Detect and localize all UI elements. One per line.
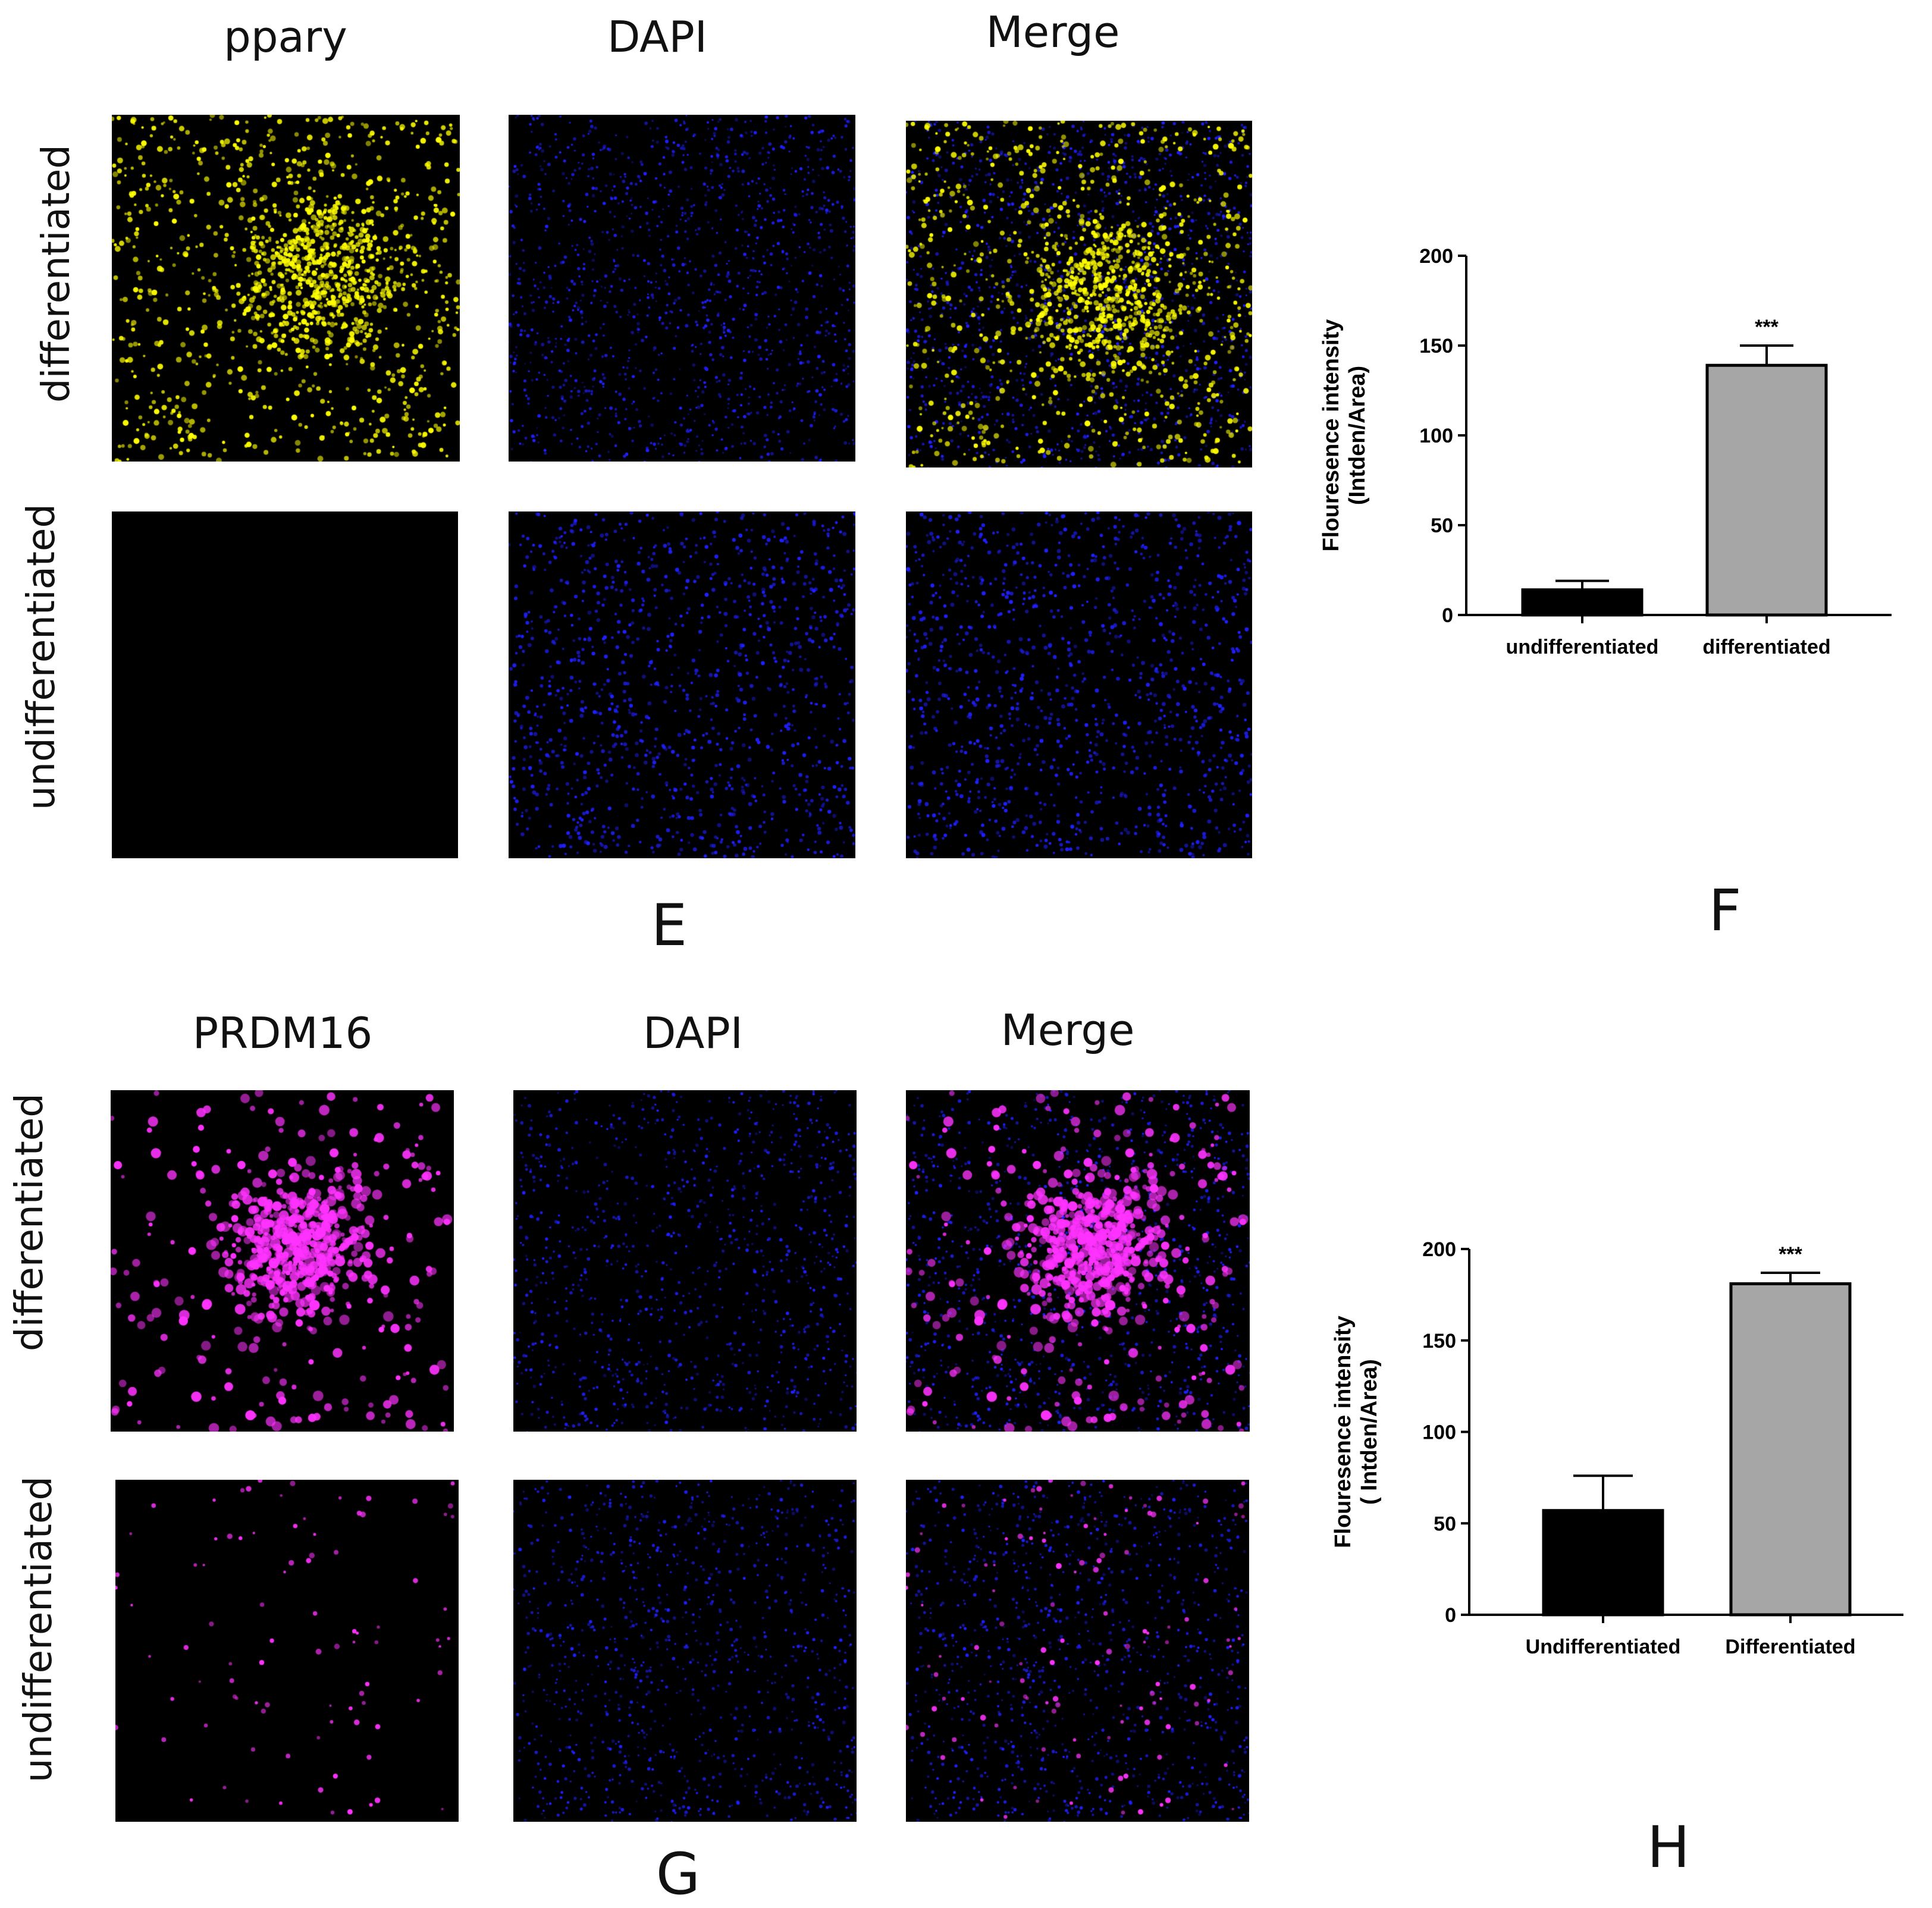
micrograph-dapi-differentiated — [509, 115, 855, 462]
x-tick-label: Differentiated — [1725, 1636, 1855, 1658]
column-title-dapi: DAPI — [607, 12, 708, 62]
row-label-differentiated: differentiated — [34, 145, 79, 403]
y-tick-label: 200 — [1419, 245, 1453, 268]
micrograph-merge-differentiated — [906, 121, 1252, 467]
y-tick-label: 100 — [1422, 1421, 1456, 1444]
significance-label: *** — [1755, 316, 1779, 338]
figure-letter-g: G — [656, 1841, 701, 1907]
row-label-differentiated-g: differentiated — [8, 1093, 52, 1351]
micrograph-ppary-undifferentiated — [112, 511, 458, 858]
micrograph-dapi-undifferentiated-g — [513, 1480, 857, 1822]
column-title-merge: Merge — [986, 7, 1120, 57]
bar-chart-h: 0 50 100 150 200 Flouresence intensity( Intde… — [1331, 1238, 1903, 1658]
figure-letter-e: E — [651, 892, 688, 959]
y-tick-label: 0 — [1442, 604, 1453, 627]
figure-letter-h: H — [1646, 1814, 1690, 1881]
figure-letter-f: F — [1708, 877, 1742, 944]
significance-label: *** — [1779, 1243, 1802, 1266]
micrograph-merge-differentiated-g — [906, 1090, 1250, 1432]
x-tick-label: differentiated — [1702, 636, 1830, 658]
y-tick-label: 150 — [1422, 1330, 1456, 1352]
y-tick-label: 100 — [1419, 425, 1453, 447]
micrograph-dapi-differentiated-g — [513, 1090, 857, 1432]
bar-chart-f: 0 50 100 150 200 Flouresence intensity(Intden… — [1319, 245, 1892, 658]
x-tick-label: undifferentiated — [1506, 636, 1659, 658]
x-tick-label: Undifferentiated — [1526, 1636, 1681, 1658]
column-title-prdm16: PRDM16 — [192, 1008, 373, 1058]
micrograph-merge-undifferentiated-g — [906, 1480, 1249, 1822]
micrograph-prdm16-differentiated — [111, 1090, 454, 1432]
y-axis-label: Flouresence intensity( Intden/Area) — [1331, 1316, 1382, 1548]
y-axis-label: Flouresence intensity(Intden/Area) — [1319, 319, 1370, 552]
micrograph-prdm16-undifferentiated — [115, 1480, 459, 1822]
micrograph-merge-undifferentiated — [906, 511, 1252, 858]
micrograph-ppary-differentiated — [112, 115, 460, 462]
bar — [1729, 1282, 1852, 1617]
column-title-ppary: ppary — [224, 12, 347, 62]
y-tick-label: 150 — [1419, 335, 1453, 357]
row-label-undifferentiated: undifferentiated — [20, 503, 64, 810]
y-tick-label: 50 — [1434, 1512, 1456, 1535]
row-label-undifferentiated-g: undifferentiated — [17, 1476, 61, 1783]
bar — [1705, 363, 1828, 617]
micrograph-dapi-undifferentiated — [509, 511, 855, 858]
y-tick-label: 50 — [1431, 514, 1453, 537]
bar — [1542, 1509, 1664, 1617]
bar — [1521, 588, 1644, 617]
y-tick-label: 200 — [1422, 1238, 1456, 1261]
y-tick-label: 0 — [1445, 1604, 1456, 1627]
column-title-dapi-g: DAPI — [642, 1008, 744, 1058]
column-title-merge-g: Merge — [1000, 1005, 1135, 1055]
